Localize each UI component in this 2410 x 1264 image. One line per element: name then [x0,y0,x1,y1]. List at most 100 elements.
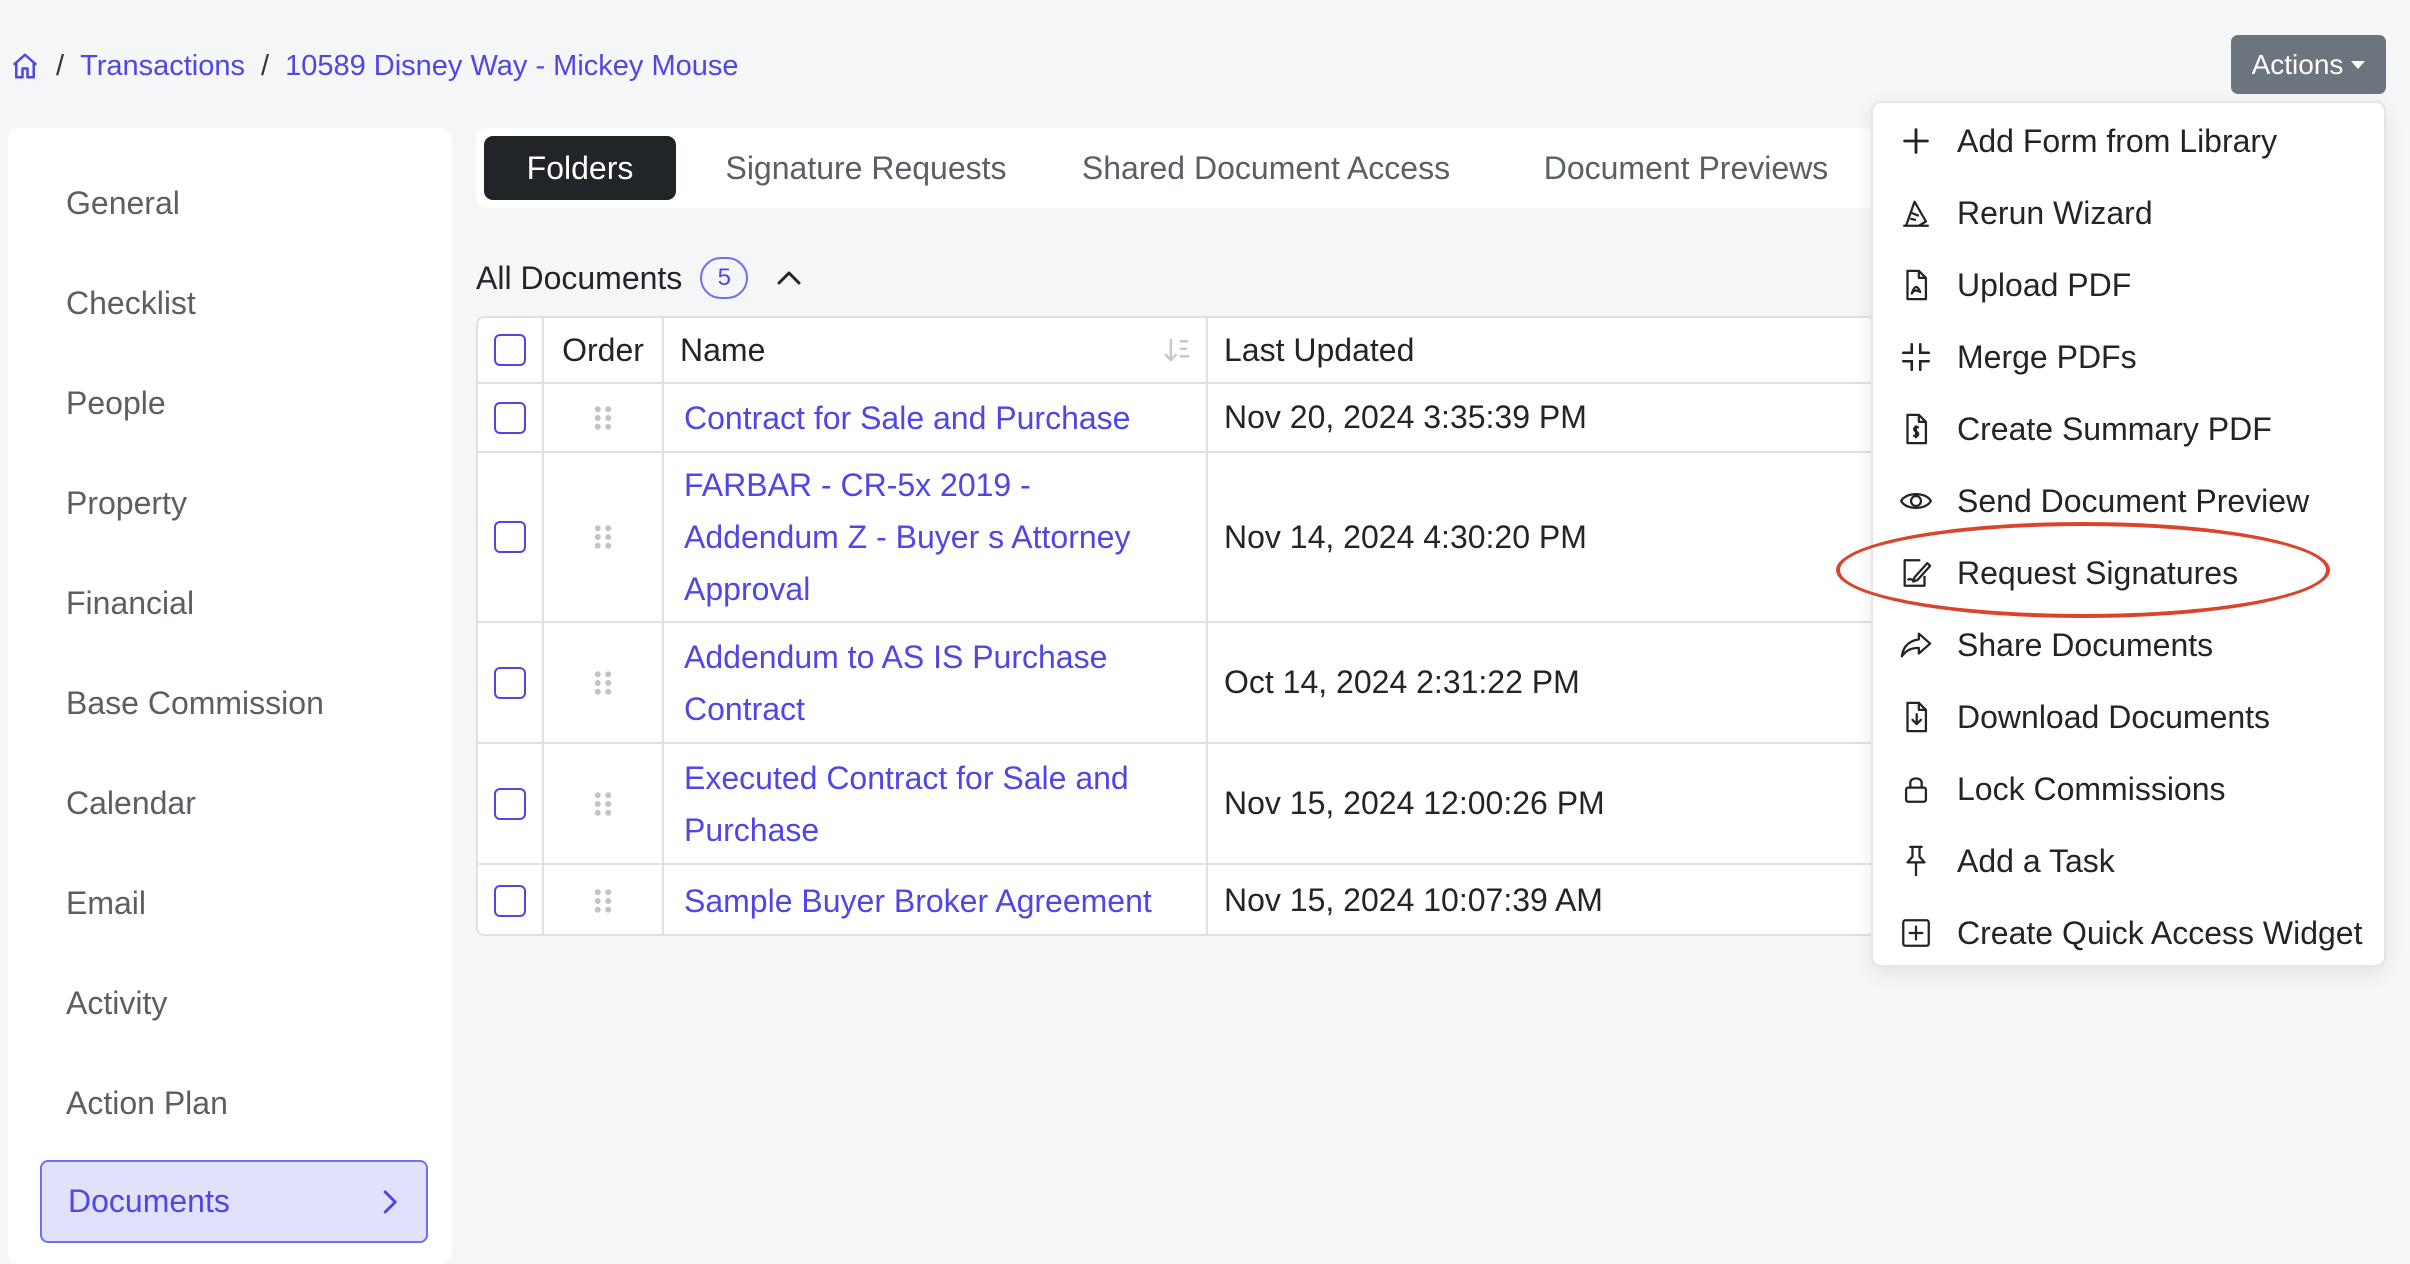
select-all-checkbox[interactable] [494,334,526,366]
sidebar-item-financial[interactable]: Financial [66,573,194,633]
row-checkbox[interactable] [494,666,526,699]
sort-icon[interactable] [1162,335,1192,365]
menu-item-merge-pdfs[interactable]: Merge PDFs [1873,327,2384,387]
menu-item-upload-pdf[interactable]: Upload PDF [1873,255,2384,315]
chevron-right-icon [383,1190,397,1213]
document-link[interactable]: Contract for Sale and Purchase [684,399,1131,436]
breadcrumb-separator: / [56,49,65,82]
menu-item-send-document-preview[interactable]: Send Document Preview [1873,471,2384,531]
home-icon[interactable] [10,51,40,81]
tab-signature-requests[interactable]: Signature Requests [725,149,1007,186]
column-header-name[interactable]: Name [664,318,1208,384]
document-link[interactable]: Executed Contract for Sale and Purchase [684,759,1129,848]
menu-item-add-form-from-library[interactable]: Add Form from Library [1873,111,2384,171]
menu-item-rerun-wizard[interactable]: Rerun Wizard [1873,183,2384,243]
menu-item-label: Create Quick Access Widget [1957,914,2363,951]
table-row-name: FARBAR - CR-5x 2019 - Addendum Z - Buyer… [664,453,1208,623]
drag-grip-icon [594,791,612,816]
table-row-name: Sample Buyer Broker Agreement [664,865,1208,934]
document-link[interactable]: Addendum to AS IS Purchase Contract [684,638,1108,727]
pin-icon [1906,845,1926,877]
table-row-select [478,384,544,453]
actions-dropdown-menu: Add Form from Library Rerun Wizard Uploa… [1871,101,2386,967]
drag-handle[interactable] [544,453,664,623]
wizard-hat-icon [1903,200,1929,227]
sidebar-item-base-commission[interactable]: Base Commission [66,673,324,733]
sidebar-item-label: Activity [66,984,168,1021]
table-row-select [478,453,544,623]
menu-item-create-summary-pdf[interactable]: Create Summary PDF [1873,399,2384,459]
tab-document-previews[interactable]: Document Previews [1543,149,1829,186]
menu-item-label: Share Documents [1957,626,2214,663]
drag-handle[interactable] [544,744,664,865]
actions-label: Actions [2251,48,2344,80]
table-row-updated: Nov 15, 2024 12:00:26 PM [1208,744,1874,865]
table-row-updated: Nov 14, 2024 4:30:20 PM [1208,453,1874,623]
sidebar-item-label: Base Commission [66,684,324,721]
sidebar-item-label: People [66,384,166,421]
sidebar-item-action-plan[interactable]: Action Plan [66,1073,228,1133]
documents-table: Order Name Last Updated Contract for Sal… [476,316,1876,936]
sidebar-item-email[interactable]: Email [66,873,146,933]
row-checkbox[interactable] [494,884,526,917]
table-row-select [478,623,544,744]
sidebar-item-property[interactable]: Property [66,473,187,533]
row-checkbox[interactable] [494,521,526,553]
table-row-select [478,865,544,934]
lock-icon [1904,777,1928,803]
eye-icon [1899,492,1933,510]
drag-handle[interactable] [544,865,664,934]
menu-item-lock-commissions[interactable]: Lock Commissions [1873,759,2384,819]
tab-shared-document-access[interactable]: Shared Document Access [1081,149,1451,186]
summary-file-icon [1906,413,1928,445]
column-header-order: Order [544,318,664,384]
breadcrumb-transactions[interactable]: Transactions [80,49,245,82]
sidebar-item-activity[interactable]: Activity [66,973,167,1033]
drag-grip-icon [594,670,612,695]
table-row-name: Addendum to AS IS Purchase Contract [664,623,1208,744]
sidebar-item-people[interactable]: People [66,373,166,433]
download-file-icon [1906,701,1928,733]
sidebar-item-calendar[interactable]: Calendar [66,773,196,833]
sidebar-item-checklist[interactable]: Checklist [66,273,196,333]
documents-title: All Documents [476,259,683,296]
share-icon [1900,632,1932,658]
menu-item-label: Download Documents [1957,698,2271,735]
menu-item-label: Add a Task [1957,842,2115,879]
sidebar-item-documents[interactable]: Documents [40,1160,428,1243]
menu-item-label: Lock Commissions [1957,770,2226,807]
sidebar-item-label: Property [66,484,187,521]
drag-grip-icon [594,525,612,549]
last-updated-value: Oct 14, 2024 2:31:22 PM [1224,664,1580,700]
table-row-select [478,744,544,865]
menu-item-download-documents[interactable]: Download Documents [1873,687,2384,747]
drag-handle[interactable] [544,623,664,744]
sidebar-item-general[interactable]: General [66,173,180,233]
table-row-updated: Nov 20, 2024 3:35:39 PM [1208,384,1874,453]
table-row-name: Executed Contract for Sale and Purchase [664,744,1208,865]
menu-item-create-quick-access-widget[interactable]: Create Quick Access Widget [1873,903,2384,963]
menu-item-label: Upload PDF [1957,266,2132,303]
last-updated-value: Nov 14, 2024 4:30:20 PM [1224,518,1587,555]
drag-handle[interactable] [544,384,664,453]
chevron-up-icon[interactable] [774,263,804,293]
document-link[interactable]: Sample Buyer Broker Agreement [684,882,1152,919]
document-link[interactable]: FARBAR - CR-5x 2019 - Addendum Z - Buyer… [684,467,1131,607]
breadcrumb-current[interactable]: 10589 Disney Way - Mickey Mouse [285,49,739,82]
drag-grip-icon [594,405,612,430]
sidebar-item-label: Documents [68,1183,230,1219]
menu-item-share-documents[interactable]: Share Documents [1873,615,2384,675]
menu-item-add-a-task[interactable]: Add a Task [1873,831,2384,891]
sidebar-item-label: Action Plan [66,1084,228,1121]
menu-item-label: Send Document Preview [1957,482,2310,519]
tab-folders[interactable]: Folders [484,136,676,200]
plus-square-icon [1902,919,1930,947]
actions-button[interactable]: Actions [2231,35,2386,94]
document-tabs: Folders Signature Requests Shared Docume… [476,128,1876,208]
menu-item-request-signatures[interactable]: Request Signatures [1873,543,2384,603]
row-checkbox[interactable] [494,401,526,434]
menu-item-label: Request Signatures [1957,554,2239,591]
column-header-last-updated: Last Updated [1208,318,1874,384]
signature-icon [1903,559,1932,587]
row-checkbox[interactable] [494,787,526,820]
